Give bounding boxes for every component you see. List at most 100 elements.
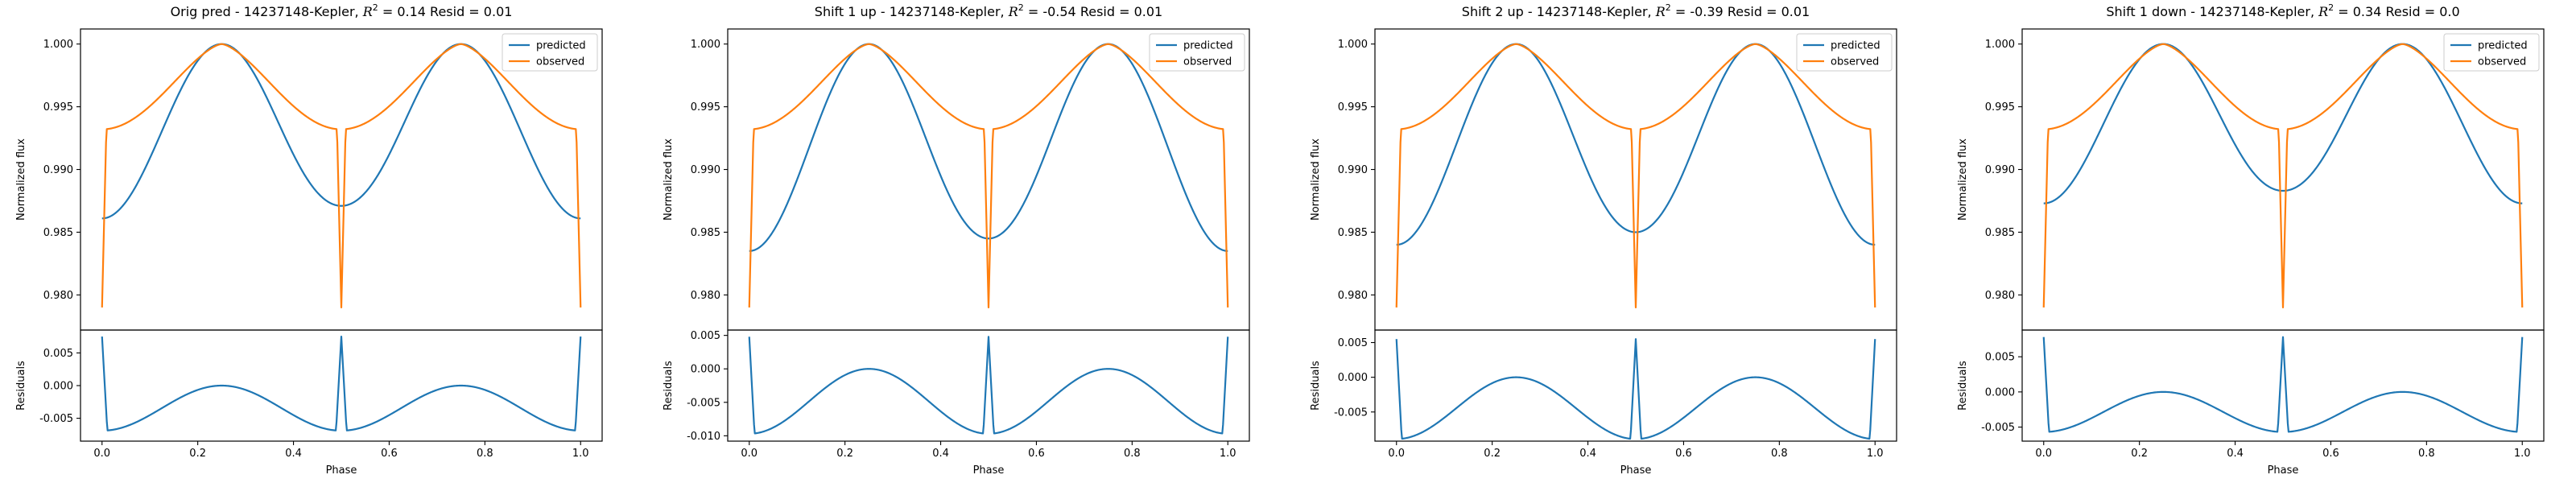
series-predicted — [2043, 43, 2523, 204]
x-tick-label: 0.8 — [1124, 448, 1141, 460]
x-tick-label: 1.0 — [1220, 448, 1236, 460]
residual-axes: 0.005 0.000 -0.005 Residuals — [1957, 329, 2545, 442]
r2-exponent: 2 — [1666, 2, 1671, 13]
y-axis-label: Normalized flux — [663, 138, 675, 221]
x-axis-label: Phase — [1620, 464, 1652, 477]
y-tick-label: 1.000 — [1338, 39, 1368, 51]
x-tick-label: 1.0 — [2514, 448, 2531, 460]
r2-symbol: R — [362, 4, 373, 19]
x-tick-label: 0.2 — [1484, 448, 1501, 460]
x-tick-label: 0.0 — [93, 448, 110, 460]
y-tick-label: 0.005 — [1985, 352, 2015, 364]
r2-exponent: 2 — [373, 2, 378, 13]
residual-axes: 0.005 0.000 -0.005 -0.010 Residuals — [663, 329, 1250, 443]
y-tick-label: -0.010 — [687, 431, 720, 443]
y-tick-label: -0.005 — [39, 413, 73, 425]
title-prefix: Shift 1 down - 14237148-Kepler, — [2106, 4, 2318, 19]
x-tick-label: 0.8 — [1771, 448, 1788, 460]
y-tick-label: 0.000 — [43, 381, 73, 393]
resid-text: Resid = 0.01 — [426, 4, 512, 19]
chart-title: Shift 2 up - 14237148-Kepler, R2 = -0.39… — [1462, 2, 1810, 19]
y-axis-label: Normalized flux — [1310, 138, 1322, 221]
y-tick-label: 0.005 — [1338, 337, 1368, 349]
x-tick-label: 0.4 — [2227, 448, 2244, 460]
legend: predicted observed — [1796, 33, 1893, 72]
y-tick-label: 1.000 — [691, 39, 720, 51]
y-tick-label: 1.000 — [1985, 39, 2015, 51]
y-axis-label: Residuals — [663, 361, 675, 411]
x-tick-label: 0.2 — [2131, 448, 2148, 460]
x-axis-label: Phase — [2268, 464, 2299, 477]
y-tick-label: 0.995 — [43, 101, 73, 114]
flux-axes: 0.980 0.985 0.990 0.995 1.000 Normalized flux… — [663, 28, 1250, 331]
r2-equals: = — [378, 4, 398, 19]
r2-symbol: R — [1655, 4, 1666, 19]
x-tick-label: 0.6 — [2322, 448, 2339, 460]
y-tick-label: 0.990 — [1338, 164, 1368, 176]
x-tick-label: 0.6 — [1028, 448, 1045, 460]
y-axis-label: Residuals — [1310, 361, 1322, 411]
resid-text: Resid = 0.0 — [2381, 4, 2459, 19]
x-tick-label: 0.2 — [836, 448, 853, 460]
y-tick-label: 0.980 — [43, 290, 73, 302]
y-tick-label: 0.005 — [43, 348, 73, 360]
r2-equals: = — [1024, 4, 1043, 19]
series-predicted — [101, 43, 581, 220]
r2-value: -0.39 — [1690, 4, 1723, 19]
y-tick-label: 0.005 — [691, 330, 720, 342]
x-tick-label: 0.6 — [381, 448, 398, 460]
x-tick-label: 0.0 — [741, 448, 758, 460]
series-observed — [2042, 43, 2524, 309]
y-tick-label: 0.985 — [43, 227, 73, 239]
y-tick-label: 0.000 — [1985, 386, 2015, 398]
x-tick-label: 0.2 — [189, 448, 206, 460]
series-residuals — [748, 336, 1229, 435]
x-tick-label: 0.4 — [285, 448, 302, 460]
x-tick-label: 1.0 — [572, 448, 589, 460]
resid-text: Resid = 0.01 — [1076, 4, 1162, 19]
y-axis-label: Normalized flux — [15, 138, 27, 221]
panel-2: Shift 1 up - 14237148-Kepler, R2 = -0.54… — [663, 2, 1250, 477]
r2-equals: = — [1671, 4, 1690, 19]
r2-equals: = — [2334, 4, 2353, 19]
y-tick-label: -0.005 — [1981, 422, 2015, 434]
panel-1: Orig pred - 14237148-Kepler, R2 = 0.14 R… — [15, 2, 603, 477]
y-axis-label: Residuals — [15, 361, 27, 411]
y-tick-label: 0.000 — [1338, 372, 1368, 384]
y-tick-label: 0.985 — [1985, 227, 2015, 239]
r2-value: -0.54 — [1042, 4, 1075, 19]
panel-3: Shift 2 up - 14237148-Kepler, R2 = -0.39… — [1310, 2, 1897, 477]
series-observed — [1395, 43, 1876, 309]
flux-axes: 0.980 0.985 0.990 0.995 1.000 Normalized flux… — [1310, 28, 1897, 331]
legend: predicted observed — [502, 33, 598, 72]
y-tick-label: 1.000 — [43, 39, 73, 51]
x-axis-label: Phase — [326, 464, 357, 477]
legend: predicted observed — [2443, 33, 2540, 72]
y-tick-label: 0.000 — [691, 364, 720, 376]
chart-title: Shift 1 down - 14237148-Kepler, R2 = 0.3… — [2106, 2, 2459, 19]
legend-label-predicted: predicted — [1831, 40, 1880, 52]
x-tick-label: 0.6 — [1675, 448, 1692, 460]
y-tick-label: 0.985 — [1338, 227, 1368, 239]
legend-label-observed: observed — [2478, 56, 2526, 68]
legend-label-predicted: predicted — [536, 40, 586, 52]
y-tick-label: 0.990 — [1985, 164, 2015, 176]
x-tick-label: 0.8 — [477, 448, 493, 460]
r2-exponent: 2 — [2328, 2, 2334, 13]
chart-title: Shift 1 up - 14237148-Kepler, R2 = -0.54… — [815, 2, 1162, 19]
y-axis-label: Residuals — [1957, 361, 1969, 411]
y-axis-label: Normalized flux — [1957, 138, 1969, 221]
legend-label-observed: observed — [536, 56, 584, 68]
x-tick-label: 1.0 — [1867, 448, 1884, 460]
series-predicted — [749, 43, 1228, 252]
r2-symbol: R — [2318, 4, 2328, 19]
x-tick-label: 0.0 — [1388, 448, 1405, 460]
y-tick-label: 0.980 — [691, 290, 720, 302]
x-tick-label: 0.8 — [2418, 448, 2435, 460]
legend-label-observed: observed — [1831, 56, 1879, 68]
resid-text: Resid = 0.01 — [1724, 4, 1810, 19]
panel-4: Shift 1 down - 14237148-Kepler, R2 = 0.3… — [1957, 2, 2545, 477]
y-tick-label: 0.980 — [1985, 290, 2015, 302]
series-predicted — [1396, 43, 1876, 246]
